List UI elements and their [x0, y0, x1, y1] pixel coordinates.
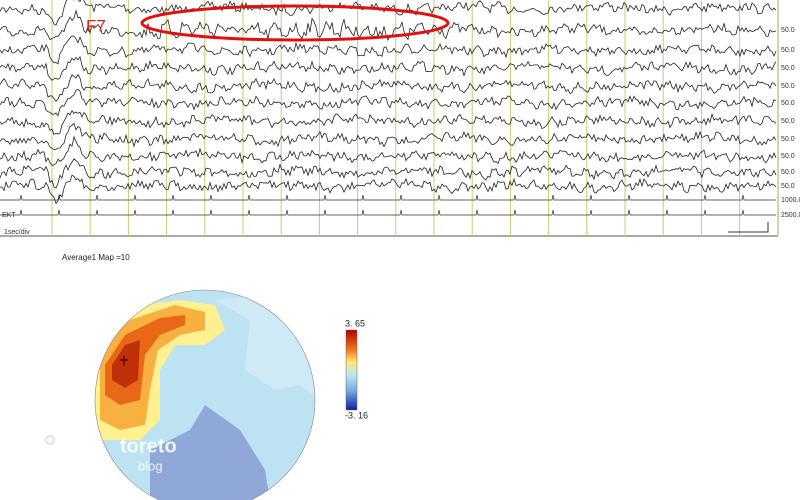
eeg-panel: [0, 0, 779, 237]
map-title: Average1 Map =10: [62, 253, 130, 262]
scale-bar: [728, 222, 769, 233]
channel-scale: 50.0: [781, 65, 795, 72]
channel-scale: 50.0: [781, 118, 795, 125]
aux-scale: 1000.0: [781, 197, 800, 204]
channel-scale: 50.0: [781, 183, 795, 190]
eeg-trace: [0, 88, 777, 117]
eeg-trace: [0, 158, 777, 189]
channel-scale: 50.0: [781, 169, 795, 176]
annotation: F7: [86, 16, 106, 35]
colorbar-max: 3. 65: [345, 318, 365, 328]
watermark: toreto: [120, 435, 177, 457]
watermark-sub: blog: [138, 458, 163, 473]
aux-label: EKT: [2, 212, 16, 219]
eeg-trace: [0, 73, 777, 102]
eeg-trace: [0, 35, 777, 65]
channel-scale: 50.0: [781, 83, 795, 90]
eeg-trace: [0, 110, 777, 135]
highlight-ellipse: [140, 4, 450, 42]
channel-scale: 50.0: [781, 27, 795, 34]
head-outline: [94, 289, 316, 500]
eeg-trace: [0, 0, 777, 26]
channel-scale: 50.0: [781, 136, 795, 143]
aux-trace: [0, 209, 776, 216]
eeg-trace: [0, 174, 777, 205]
aux-trace: [0, 194, 776, 201]
colorbar-min: -3. 16: [345, 410, 368, 420]
topomap: [95, 290, 315, 500]
channel-scale: 50.0: [781, 153, 795, 160]
aux-scale: 2500.0: [781, 212, 800, 219]
eeg-trace: [0, 135, 777, 166]
eeg-trace: [0, 122, 777, 151]
channel-scale: 50.0: [781, 100, 795, 107]
watermark-icon: [45, 435, 55, 445]
eeg-trace: [0, 55, 777, 81]
channel-scale: 50.0: [781, 47, 795, 54]
eeg-trace: [0, 9, 777, 41]
colorbar: [345, 329, 358, 411]
time-scale: 1sec/div: [4, 229, 30, 236]
